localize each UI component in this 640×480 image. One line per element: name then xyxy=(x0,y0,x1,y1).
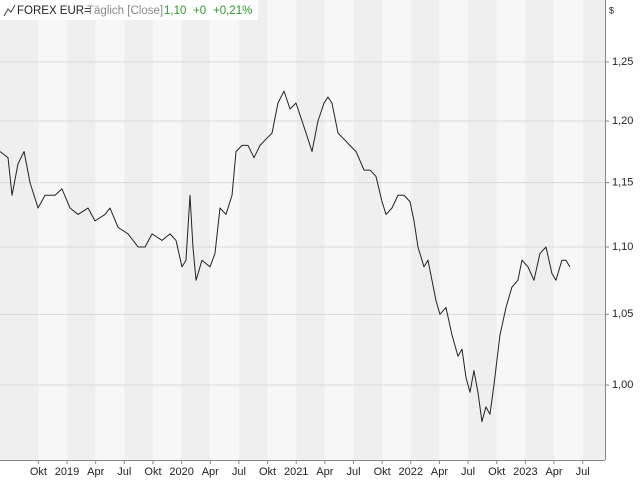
x-tick-label: 2019 xyxy=(55,466,79,478)
stripe xyxy=(210,0,239,460)
x-tick-label: Apr xyxy=(316,466,333,478)
quote-change-percent: +0,21% xyxy=(213,5,252,17)
stripe xyxy=(67,0,96,460)
x-tick-label: Apr xyxy=(545,466,562,478)
header-icon xyxy=(3,4,16,17)
stripe xyxy=(525,0,555,460)
y-tick-label: 1,05 xyxy=(612,308,633,320)
stripe xyxy=(267,0,297,460)
y-tick-label: 1,10 xyxy=(612,241,633,253)
stripe xyxy=(124,0,153,460)
stripe xyxy=(95,0,125,460)
stripe xyxy=(496,0,526,460)
x-tick-label: Jul xyxy=(461,466,475,478)
x-tick-label: Jul xyxy=(232,466,246,478)
x-tick-label: 2020 xyxy=(169,466,193,478)
stripe xyxy=(238,0,268,460)
x-tick-label: Okt xyxy=(30,466,47,478)
stripe xyxy=(554,0,583,460)
stripe xyxy=(582,0,605,460)
stripes xyxy=(0,0,605,460)
stripe xyxy=(296,0,325,460)
x-tick-label: 2023 xyxy=(513,466,537,478)
stripe xyxy=(152,0,182,460)
x-tick-label: Apr xyxy=(87,466,104,478)
x-tick-label: Apr xyxy=(431,466,448,478)
y-tick-label: 1,25 xyxy=(612,56,633,68)
quote-last: 1,10 xyxy=(164,5,186,17)
x-tick-label: Okt xyxy=(259,466,276,478)
header: FOREX EUR= Täglich [Close] 1,10 +0 +0,21… xyxy=(0,0,258,20)
y-unit: $ xyxy=(609,5,614,15)
y-tick-label: 1,20 xyxy=(612,115,633,127)
y-tick-label: 1,15 xyxy=(612,177,633,189)
stripe xyxy=(38,0,68,460)
quote-change: +0 xyxy=(193,5,206,17)
header-box xyxy=(0,0,258,20)
stripe xyxy=(382,0,411,460)
stripe xyxy=(468,0,497,460)
x-tick-label: 2021 xyxy=(284,466,308,478)
plot xyxy=(0,90,571,423)
title: FOREX EUR= xyxy=(17,5,91,17)
stripe xyxy=(324,0,354,460)
x-tick-label: Okt xyxy=(374,466,391,478)
subtitle: Täglich [Close] xyxy=(87,5,163,17)
x-tick-label: Jul xyxy=(117,466,131,478)
y-tick-label: 1,00 xyxy=(612,379,633,391)
x-tick-label: Apr xyxy=(202,466,219,478)
x-tick-label: Jul xyxy=(576,466,590,478)
stripe xyxy=(353,0,383,460)
x-tick-label: Okt xyxy=(144,466,161,478)
x-tick-label: Jul xyxy=(346,466,360,478)
stripe xyxy=(439,0,469,460)
stripe xyxy=(181,0,211,460)
stripe xyxy=(0,0,39,460)
x-tick-label: 2022 xyxy=(399,466,423,478)
price-line xyxy=(0,90,571,423)
x-tick-label: Okt xyxy=(488,466,505,478)
